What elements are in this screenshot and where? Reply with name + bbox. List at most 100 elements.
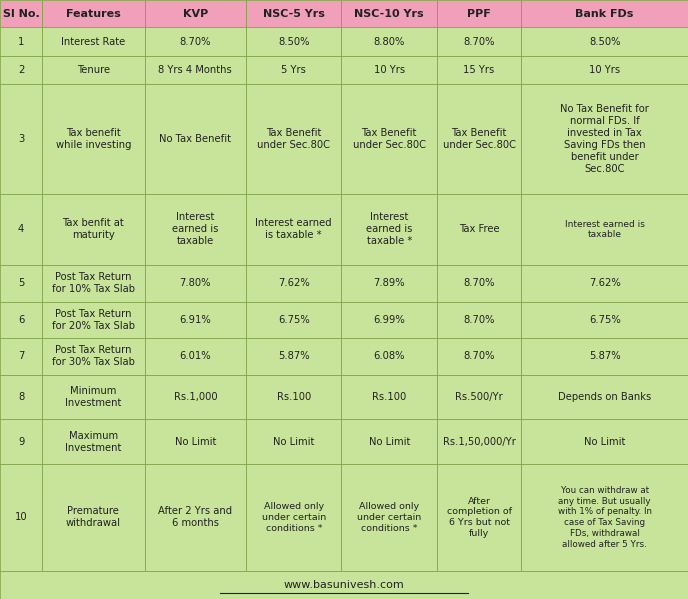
Bar xyxy=(144,338,246,374)
Bar xyxy=(144,194,246,265)
Text: 9: 9 xyxy=(18,437,24,447)
Text: Bank FDs: Bank FDs xyxy=(575,9,634,19)
Text: 6.91%: 6.91% xyxy=(180,315,211,325)
Bar xyxy=(437,374,522,419)
Bar xyxy=(0,571,688,599)
Text: No Limit: No Limit xyxy=(175,437,216,447)
Bar xyxy=(437,301,522,338)
Bar xyxy=(0,265,42,301)
Text: 10: 10 xyxy=(14,512,28,522)
Text: You can withdraw at
any time. But usually
with 1% of penalty. In
case of Tax Sav: You can withdraw at any time. But usuall… xyxy=(558,486,652,549)
Text: 8: 8 xyxy=(18,392,24,402)
Bar xyxy=(522,84,688,194)
Text: Rs.500/Yr: Rs.500/Yr xyxy=(455,392,503,402)
Text: Rs.100: Rs.100 xyxy=(277,392,311,402)
Text: Tax Free: Tax Free xyxy=(459,225,499,234)
Text: 8.70%: 8.70% xyxy=(463,315,495,325)
Text: No Limit: No Limit xyxy=(273,437,314,447)
Bar xyxy=(341,464,437,571)
Text: Rs.1,50,000/Yr: Rs.1,50,000/Yr xyxy=(442,437,515,447)
Bar xyxy=(341,301,437,338)
Bar xyxy=(246,419,341,464)
Bar xyxy=(0,464,42,571)
Bar xyxy=(42,56,144,84)
Text: 7.80%: 7.80% xyxy=(180,279,211,288)
Bar xyxy=(341,84,437,194)
Text: No Tax Benefit for
normal FDs. If
invested in Tax
Saving FDs then
benefit under
: No Tax Benefit for normal FDs. If invest… xyxy=(560,104,649,174)
Text: Interest
earned is
taxable: Interest earned is taxable xyxy=(172,213,219,246)
Text: 5 Yrs: 5 Yrs xyxy=(281,65,306,75)
Bar xyxy=(341,419,437,464)
Bar xyxy=(341,56,437,84)
Text: Interest earned is
taxable: Interest earned is taxable xyxy=(565,220,645,240)
Bar xyxy=(0,374,42,419)
Text: 6.75%: 6.75% xyxy=(278,315,310,325)
Bar xyxy=(341,0,437,28)
Text: 8.80%: 8.80% xyxy=(374,37,405,47)
Text: Allowed only
under certain
conditions *: Allowed only under certain conditions * xyxy=(261,502,326,533)
Text: 7: 7 xyxy=(18,352,24,361)
Bar xyxy=(144,84,246,194)
Text: Maximum
Investment: Maximum Investment xyxy=(65,431,122,453)
Text: Tenure: Tenure xyxy=(77,65,110,75)
Bar xyxy=(522,374,688,419)
Bar xyxy=(42,265,144,301)
Bar xyxy=(0,28,42,56)
Text: 6.01%: 6.01% xyxy=(180,352,211,361)
Text: Interest Rate: Interest Rate xyxy=(61,37,125,47)
Bar xyxy=(522,28,688,56)
Bar xyxy=(341,338,437,374)
Bar xyxy=(437,28,522,56)
Bar xyxy=(42,28,144,56)
Text: 5.87%: 5.87% xyxy=(589,352,621,361)
Bar xyxy=(0,338,42,374)
Text: Depends on Banks: Depends on Banks xyxy=(558,392,652,402)
Text: KVP: KVP xyxy=(183,9,208,19)
Bar xyxy=(144,0,246,28)
Bar xyxy=(246,56,341,84)
Bar xyxy=(341,374,437,419)
Text: 10 Yrs: 10 Yrs xyxy=(374,65,405,75)
Text: 8.70%: 8.70% xyxy=(463,352,495,361)
Bar xyxy=(144,56,246,84)
Bar xyxy=(437,419,522,464)
Bar xyxy=(522,338,688,374)
Text: Post Tax Return
for 30% Tax Slab: Post Tax Return for 30% Tax Slab xyxy=(52,346,135,367)
Bar xyxy=(246,28,341,56)
Text: 8.70%: 8.70% xyxy=(463,279,495,288)
Text: Rs.100: Rs.100 xyxy=(372,392,407,402)
Text: NSC-5 Yrs: NSC-5 Yrs xyxy=(263,9,325,19)
Bar xyxy=(522,464,688,571)
Bar xyxy=(144,265,246,301)
Bar xyxy=(437,194,522,265)
Bar xyxy=(0,419,42,464)
Text: Minimum
Investment: Minimum Investment xyxy=(65,386,122,408)
Bar xyxy=(341,28,437,56)
Bar xyxy=(42,419,144,464)
Bar xyxy=(437,338,522,374)
Text: Tax Benefit
under Sec.80C: Tax Benefit under Sec.80C xyxy=(442,128,515,150)
Text: 8.70%: 8.70% xyxy=(180,37,211,47)
Text: NSC-10 Yrs: NSC-10 Yrs xyxy=(354,9,424,19)
Text: 7.62%: 7.62% xyxy=(278,279,310,288)
Text: Tax Benefit
under Sec.80C: Tax Benefit under Sec.80C xyxy=(257,128,330,150)
Text: 6.08%: 6.08% xyxy=(374,352,405,361)
Bar xyxy=(42,338,144,374)
Bar xyxy=(144,374,246,419)
Text: After
completion of
6 Yrs but not
fully: After completion of 6 Yrs but not fully xyxy=(447,497,512,538)
Bar xyxy=(522,301,688,338)
Bar xyxy=(341,194,437,265)
Text: No Limit: No Limit xyxy=(584,437,625,447)
Bar xyxy=(437,84,522,194)
Text: 8.50%: 8.50% xyxy=(589,37,621,47)
Bar xyxy=(42,301,144,338)
Bar xyxy=(246,374,341,419)
Text: 6.99%: 6.99% xyxy=(374,315,405,325)
Bar xyxy=(522,419,688,464)
Text: Features: Features xyxy=(66,9,121,19)
Text: After 2 Yrs and
6 months: After 2 Yrs and 6 months xyxy=(158,506,233,528)
Bar xyxy=(522,56,688,84)
Bar xyxy=(144,301,246,338)
Bar xyxy=(246,464,341,571)
Bar xyxy=(341,265,437,301)
